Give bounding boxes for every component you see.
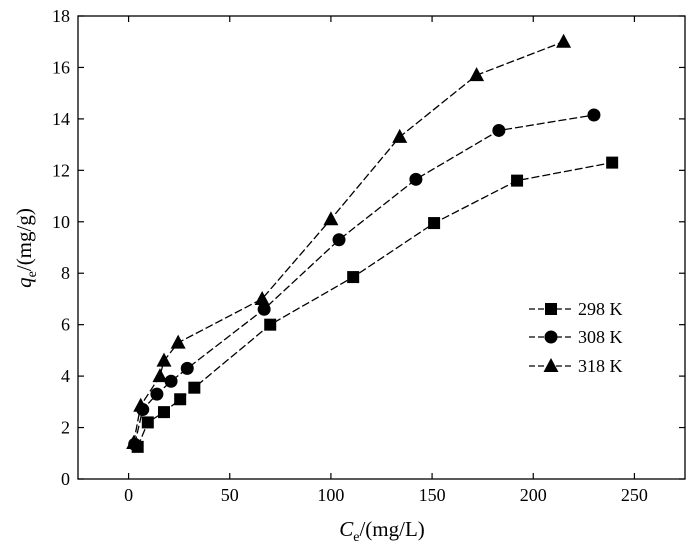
- data-point-triangle: [323, 211, 339, 226]
- y-tick-label: 14: [52, 109, 70, 129]
- data-point-triangle: [126, 434, 142, 449]
- data-point-triangle: [254, 290, 270, 305]
- legend-label-318: 318 K: [578, 356, 623, 376]
- x-axis-title-unit: /(mg/L): [359, 517, 424, 541]
- y-tick-label: 18: [52, 6, 70, 26]
- legend-item-298: 298 K: [529, 299, 623, 319]
- data-point-circle: [587, 108, 601, 122]
- x-tick-label: 100: [317, 485, 344, 505]
- data-point-triangle: [133, 397, 149, 412]
- data-point-triangle: [152, 368, 168, 383]
- data-point-circle: [409, 172, 423, 186]
- y-tick-label: 16: [52, 57, 70, 77]
- x-tick-label: 200: [520, 485, 547, 505]
- x-axis-title-sub: e: [353, 530, 359, 545]
- series-line: [132, 41, 564, 444]
- y-axis-title-sub: e: [25, 271, 40, 277]
- y-tick-label: 8: [61, 263, 70, 283]
- data-point-square: [174, 393, 187, 406]
- data-point-square: [347, 271, 360, 284]
- data-point-square: [264, 318, 277, 331]
- series-line: [137, 161, 613, 448]
- data-point-square: [188, 381, 201, 394]
- x-axis-title: Ce/(mg/L): [339, 517, 425, 545]
- data-point-circle: [492, 123, 506, 137]
- legend: 298 K 308 K 318 K: [529, 299, 623, 376]
- series-308-k: [128, 108, 601, 451]
- data-point-circle: [150, 387, 164, 401]
- data-point-square: [157, 406, 170, 419]
- legend-item-318: 318 K: [529, 356, 623, 376]
- data-point-square: [428, 217, 441, 230]
- data-point-triangle: [156, 352, 172, 367]
- data-point-circle: [180, 361, 194, 375]
- y-axis-title-main: q: [12, 277, 36, 288]
- data-point-square: [606, 156, 619, 169]
- x-tick-label: 50: [221, 485, 239, 505]
- data-point-square: [511, 174, 524, 187]
- x-tick-label: 250: [621, 485, 648, 505]
- data-point-triangle: [469, 67, 485, 82]
- data-point-square: [141, 416, 154, 429]
- axis-ticks: 0 50 100 150 200 250 0 2 4 6 8 10 12 14 16 18: [52, 6, 685, 505]
- series-318-k: [126, 33, 572, 449]
- y-axis-title: qe/(mg/g): [12, 208, 40, 288]
- y-tick-label: 0: [61, 469, 70, 489]
- data-point-triangle: [392, 128, 408, 143]
- data-point-triangle: [556, 33, 572, 48]
- legend-circle-marker: [544, 330, 558, 344]
- x-tick-label: 0: [124, 485, 133, 505]
- series-line: [134, 114, 595, 445]
- legend-label-308: 308 K: [578, 327, 623, 347]
- legend-label-298: 298 K: [578, 299, 623, 319]
- y-tick-label: 6: [61, 315, 70, 335]
- y-tick-label: 12: [52, 160, 70, 180]
- series-298-k: [131, 156, 619, 453]
- data-point-circle: [257, 302, 271, 316]
- legend-item-308: 308 K: [529, 327, 623, 347]
- y-tick-label: 4: [61, 366, 70, 386]
- data-point-triangle: [170, 334, 186, 349]
- legend-triangle-marker: [543, 358, 559, 372]
- data-point-circle: [164, 374, 178, 388]
- y-tick-label: 2: [61, 418, 70, 438]
- series-layer: [126, 33, 619, 453]
- x-axis-title-main: C: [339, 517, 354, 541]
- y-tick-label: 10: [52, 212, 70, 232]
- plot-frame: [77, 15, 686, 480]
- legend-square-marker: [545, 303, 557, 315]
- y-axis-title-unit: /(mg/g): [12, 208, 36, 271]
- x-tick-label: 150: [419, 485, 446, 505]
- data-point-circle: [332, 233, 346, 247]
